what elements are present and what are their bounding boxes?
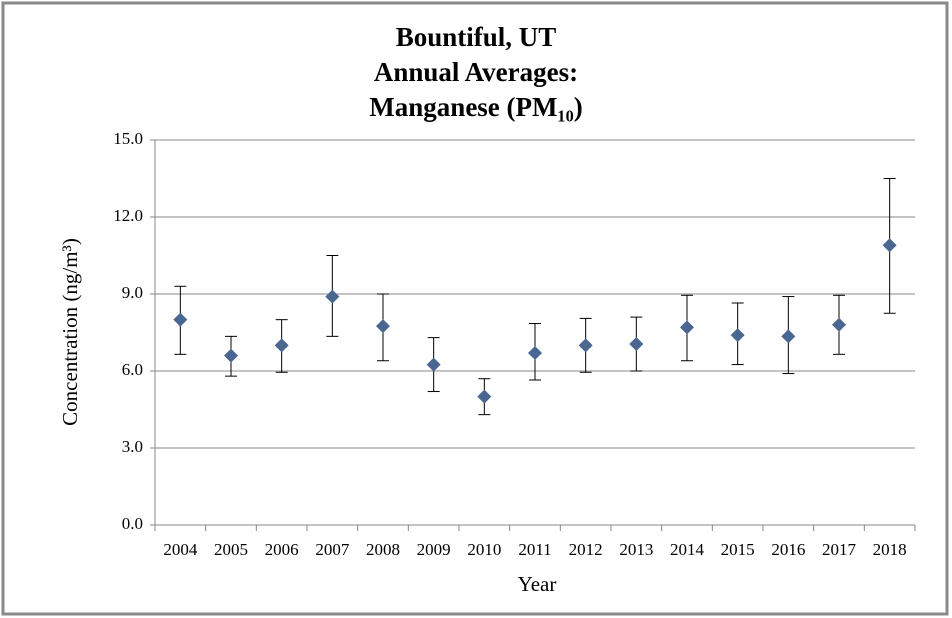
- x-tick-label: 2016: [771, 540, 805, 559]
- x-axis-label: Year: [518, 572, 557, 596]
- x-tick-label: 2017: [822, 540, 857, 559]
- x-tick-label: 2007: [315, 540, 350, 559]
- y-tick-label: 12.0: [113, 206, 143, 225]
- point: [882, 238, 897, 253]
- point: [730, 328, 745, 343]
- x-tick-label: 2008: [366, 540, 400, 559]
- point: [274, 338, 289, 353]
- chart-title: Bountiful, UT: [396, 22, 557, 52]
- point: [680, 320, 694, 335]
- x-tick-label: 2011: [518, 540, 551, 559]
- point: [578, 338, 593, 353]
- x-tick-label: 2009: [417, 540, 451, 559]
- y-tick-label: 6.0: [122, 360, 143, 379]
- x-tick-label: 2004: [163, 540, 198, 559]
- point: [173, 312, 188, 327]
- x-tick-label: 2006: [265, 540, 299, 559]
- x-tick-label: 2010: [467, 540, 501, 559]
- x-tick-label: 2018: [873, 540, 907, 559]
- chart-title: Manganese (PM₁₀): [369, 92, 582, 122]
- x-tick-label: 2012: [569, 540, 603, 559]
- chart-title: Annual Averages:: [374, 57, 578, 87]
- point: [477, 389, 492, 404]
- y-tick-label: 0.0: [122, 514, 143, 533]
- x-tick-label: 2014: [670, 540, 705, 559]
- point: [781, 329, 796, 344]
- point: [528, 346, 542, 361]
- y-tick-label: 15.0: [113, 129, 143, 148]
- point: [224, 348, 238, 363]
- point: [832, 317, 846, 332]
- x-tick-label: 2005: [214, 540, 248, 559]
- point: [376, 319, 390, 334]
- y-tick-label: 9.0: [122, 283, 143, 302]
- x-tick-label: 2013: [619, 540, 653, 559]
- point: [426, 357, 441, 372]
- point: [325, 289, 340, 304]
- y-axis-label: Concentration (ng/m³): [58, 238, 82, 426]
- y-tick-label: 3.0: [122, 437, 143, 456]
- point: [629, 337, 644, 352]
- x-tick-label: 2015: [721, 540, 755, 559]
